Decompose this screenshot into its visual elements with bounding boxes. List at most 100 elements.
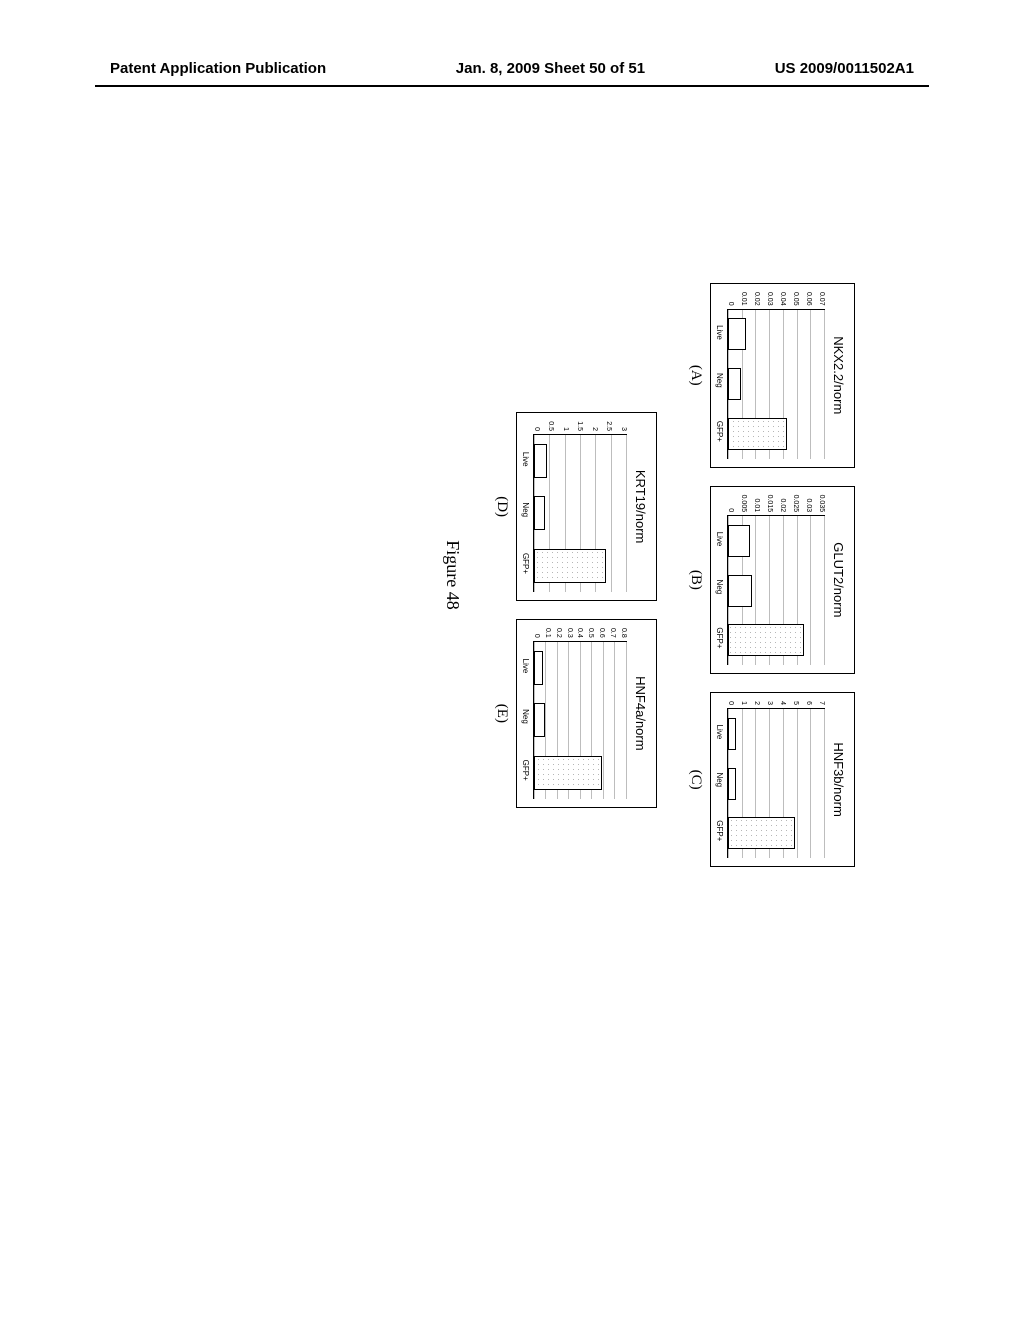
y-tick-label: 0 — [533, 628, 540, 638]
y-tick-label: 7 — [818, 701, 825, 705]
panel-letter: (E) — [493, 619, 510, 808]
y-axis-ticks: 00.0050.010.0150.020.0250.030.035 — [727, 495, 825, 516]
chart-panel-A: NKX2.2/norm00.010.020.030.040.050.060.07… — [710, 283, 855, 468]
y-tick-label: 0.03 — [766, 292, 773, 306]
chart-body: 01234567 — [727, 701, 825, 858]
bar-Live — [728, 525, 750, 557]
chart-body: 00.010.020.030.040.050.060.07 — [727, 292, 825, 459]
bars-group — [728, 709, 825, 858]
figure-caption: Figure 48 — [442, 255, 463, 895]
chart-title: NKX2.2/norm — [831, 336, 846, 414]
y-tick-label: 0.04 — [779, 292, 786, 306]
x-tick-label: GFP+ — [521, 760, 530, 781]
y-tick-label: 0.01 — [740, 292, 747, 306]
x-axis-ticks: LiveNegGFP+ — [715, 515, 724, 665]
x-axis-ticks: Live Neg GFP+ — [715, 708, 724, 858]
chart-title: HNF4a/norm — [633, 676, 648, 750]
panel-A: NKX2.2/norm00.010.020.030.040.050.060.07… — [687, 283, 855, 468]
y-tick-label: 0 — [727, 701, 734, 705]
chart-title: KRT19/norm — [633, 470, 648, 543]
x-tick-label: Live — [715, 725, 724, 740]
panel-B: GLUT2/norm00.0050.010.0150.020.0250.030.… — [687, 486, 855, 675]
x-tick-label: Live — [521, 659, 530, 674]
x-tick-label: Neg — [715, 373, 724, 388]
plot-area — [533, 641, 627, 799]
bars-group — [728, 310, 825, 459]
x-tick-label: Live — [521, 452, 530, 467]
x-tick-label: Live — [715, 325, 724, 340]
y-tick-label: 0.015 — [766, 495, 773, 513]
y-tick-label: 2 — [591, 421, 598, 431]
y-tick-label: 0.4 — [577, 628, 584, 638]
page-header: Patent Application Publication Jan. 8, 2… — [0, 60, 1024, 77]
y-tick-label: 3 — [766, 701, 773, 705]
bar-GFP+ — [534, 549, 606, 583]
x-tick-label: GFP+ — [715, 627, 724, 648]
figure-48: NKX2.2/norm00.010.020.030.040.050.060.07… — [45, 255, 855, 895]
y-tick-label: 3 — [620, 421, 627, 431]
bar-Neg — [534, 496, 545, 530]
y-axis-ticks: 00.010.020.030.040.050.060.07 — [727, 292, 825, 309]
header-left: Patent Application Publication — [110, 60, 326, 77]
panel-letter: (D) — [493, 412, 510, 601]
panel-letter: (A) — [687, 283, 704, 468]
y-tick-label: 0.03 — [805, 495, 812, 513]
bar-GFP+ — [728, 817, 795, 849]
bar-Neg — [728, 768, 736, 800]
panel-D: KRT19/norm00.511.522.53LiveNegGFP+(D) — [493, 412, 657, 601]
plot-area — [533, 434, 627, 592]
header-center: Jan. 8, 2009 Sheet 50 of 51 — [456, 60, 645, 77]
top-row: NKX2.2/norm00.010.020.030.040.050.060.07… — [687, 255, 855, 895]
chart-panel-E: HNF4a/norm00.10.20.30.40.50.60.70.8LiveN… — [516, 619, 657, 808]
y-axis-ticks: 00.10.20.30.40.50.60.70.8 — [533, 628, 627, 641]
y-tick-label: 0.3 — [566, 628, 573, 638]
y-tick-label: 0.1 — [544, 628, 551, 638]
y-tick-label: 4 — [779, 701, 786, 705]
x-axis-ticks: Live Neg GFP+ — [521, 641, 530, 799]
chart-panel-C: HNF3b/norm01234567LiveNegGFP+ — [710, 692, 855, 867]
y-tick-label: 0.06 — [805, 292, 812, 306]
y-tick-label: 0.025 — [792, 495, 799, 513]
x-tick-label: Neg — [715, 772, 724, 787]
bars-group — [728, 516, 825, 665]
x-axis-ticks: LiveNegGFP+ — [521, 434, 530, 592]
chart-panel-D: KRT19/norm00.511.522.53LiveNegGFP+ — [516, 412, 657, 601]
y-tick-label: 0 — [533, 421, 540, 431]
header-rule — [95, 85, 929, 87]
y-tick-label: 2.5 — [606, 421, 613, 431]
panel-C: HNF3b/norm01234567LiveNegGFP+(C) — [687, 692, 855, 867]
y-tick-label: 2 — [753, 701, 760, 705]
x-tick-label: Neg — [521, 709, 530, 724]
bars-group — [534, 642, 627, 799]
y-tick-label: 0.005 — [740, 495, 747, 513]
bar-Neg — [728, 575, 752, 607]
y-axis-ticks: 01234567 — [727, 701, 825, 708]
panel-E: HNF4a/norm00.10.20.30.40.50.60.70.8LiveN… — [493, 619, 657, 808]
chart-title: HNF3b/norm — [831, 742, 846, 816]
y-tick-label: 0.5 — [587, 628, 594, 638]
bar-Live — [728, 318, 746, 350]
bar-GFP+ — [728, 418, 787, 450]
y-tick-label: 0.035 — [818, 495, 825, 513]
y-tick-label: 1.5 — [577, 421, 584, 431]
bar-Live — [728, 718, 736, 750]
x-tick-label: GFP+ — [715, 421, 724, 442]
bar-Neg — [534, 703, 545, 737]
bar-Live — [534, 651, 543, 685]
chart-body: 00.0050.010.0150.020.0250.030.035 — [727, 495, 825, 666]
y-tick-label: 0.8 — [620, 628, 627, 638]
y-tick-label: 0.2 — [555, 628, 562, 638]
x-tick-label: Live — [715, 532, 724, 547]
panel-letter: (B) — [687, 486, 704, 675]
x-tick-label: GFP+ — [715, 820, 724, 841]
y-tick-label: 0.7 — [609, 628, 616, 638]
plot-area — [727, 708, 825, 858]
plot-area — [727, 515, 825, 665]
y-tick-label: 0 — [727, 292, 734, 306]
bar-GFP+ — [728, 624, 804, 656]
bars-group — [534, 435, 627, 592]
plot-area — [727, 309, 825, 459]
y-tick-label: 0.01 — [753, 495, 760, 513]
bar-Live — [534, 444, 547, 478]
chart-body: 00.10.20.30.40.50.60.70.8 — [533, 628, 627, 799]
